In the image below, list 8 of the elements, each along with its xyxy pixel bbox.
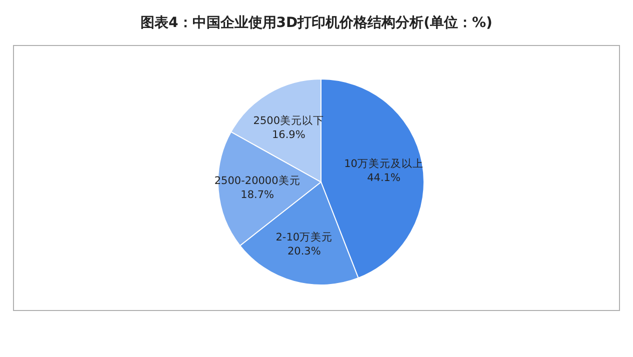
data-label: 20.3%: [287, 246, 321, 258]
data-label: 18.7%: [240, 189, 274, 202]
slice-label: 2500美元以下: [253, 114, 324, 127]
slice-label: 2-10万美元: [276, 230, 333, 244]
data-label: 16.9%: [272, 128, 306, 141]
chart-title: 图表4：中国企业使用3D打印机价格结构分析(单位：%): [140, 14, 494, 33]
data-label: 44.1%: [367, 172, 400, 184]
slice-label: 10万美元及以上: [344, 157, 424, 170]
